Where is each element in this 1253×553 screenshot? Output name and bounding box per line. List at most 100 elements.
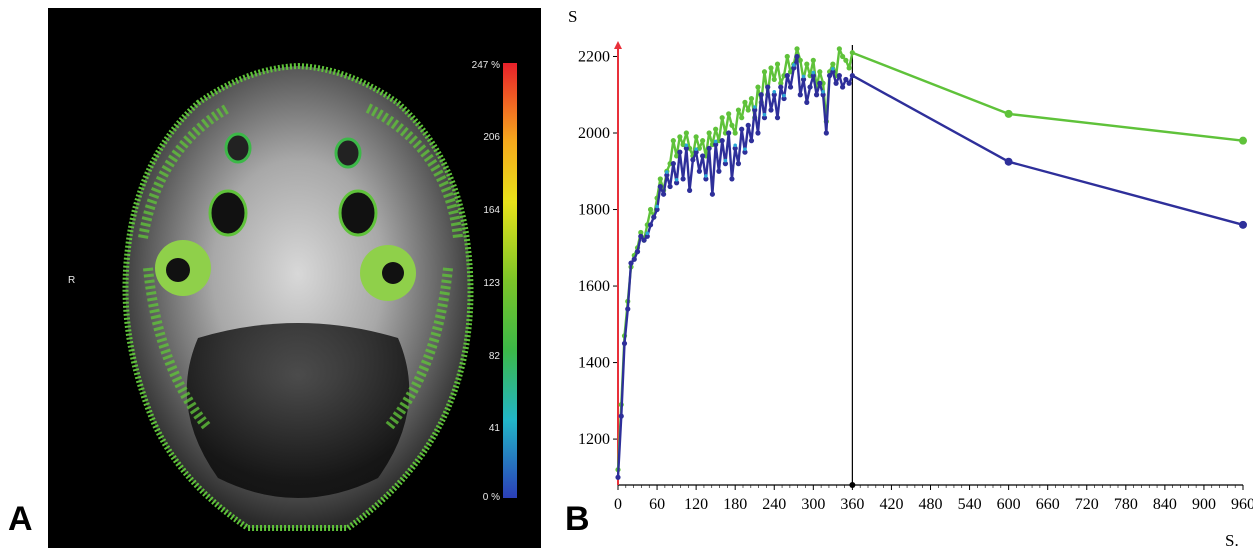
data-point-green <box>696 145 702 151</box>
x-axis-title: S. <box>1225 531 1239 550</box>
data-point-blue <box>817 80 823 86</box>
data-point-green <box>693 134 699 140</box>
series-line-green <box>616 47 1244 470</box>
data-point-green <box>768 65 774 71</box>
data-point-blue <box>687 187 693 193</box>
data-point-blue <box>625 306 631 312</box>
data-point-blue <box>680 176 686 182</box>
x-tick-label: 120 <box>684 496 708 513</box>
data-point-green <box>719 115 725 121</box>
data-point-blue <box>667 183 673 190</box>
data-point-blue <box>823 130 829 136</box>
colorbar-tick-label: 82 <box>489 351 501 362</box>
data-point-cyan <box>723 158 728 163</box>
x-tick-label: 180 <box>723 496 747 513</box>
data-point-cyan <box>801 74 806 79</box>
signal-intensity-chart: 1200 1400 1600 1800 2000 2200 0 60 120 180 240 300 3… <box>568 7 1253 550</box>
x-tick-label: 60 <box>649 496 665 513</box>
data-point-green <box>830 61 836 67</box>
data-point-blue <box>1004 157 1013 166</box>
lower-neck-region <box>186 323 410 498</box>
data-point-green <box>657 176 663 182</box>
data-point-green <box>638 229 644 236</box>
x-tick-label: 540 <box>958 496 982 513</box>
data-point-green <box>761 69 768 75</box>
panel-label-b: B <box>565 500 590 538</box>
data-point-blue <box>742 149 748 155</box>
y-tick-label: 2200 <box>578 48 610 65</box>
x-tick-label: 660 <box>1036 496 1060 513</box>
x-tick-label: 720 <box>1075 496 1099 513</box>
data-point-blue <box>833 80 839 86</box>
y-tick-label: 1800 <box>578 202 610 219</box>
data-point-blue <box>768 107 774 113</box>
data-point-green <box>784 53 790 60</box>
nasal-cavity-left <box>224 132 252 164</box>
colorbar-ticks: 247 % 206 164 123 82 41 0 % <box>472 60 501 503</box>
data-point-blue <box>673 180 680 186</box>
gland-left-core <box>166 258 190 282</box>
data-point-cyan <box>674 177 679 182</box>
injection-start-arrow <box>614 41 622 49</box>
data-point-green <box>771 76 777 83</box>
data-point-blue <box>703 176 709 182</box>
data-point-cyan <box>762 112 767 117</box>
panel-label-a: A <box>8 500 33 538</box>
data-point-blue <box>726 130 732 136</box>
sinus-cavity-left <box>208 189 248 237</box>
data-point-blue <box>651 214 657 220</box>
data-point-blue <box>709 191 716 197</box>
data-point-cyan <box>831 66 835 71</box>
data-point-green <box>797 57 803 63</box>
data-point-blue <box>735 161 742 167</box>
data-point-green <box>713 126 719 132</box>
data-point-blue <box>729 176 735 182</box>
data-point-green <box>840 53 846 60</box>
data-point-cyan <box>733 143 737 148</box>
data-point-blue <box>820 92 826 98</box>
data-point-blue <box>677 149 683 155</box>
x-tick-label: 900 <box>1192 496 1216 513</box>
colorbar <box>503 63 517 498</box>
data-point-green <box>683 130 689 136</box>
data-point-blue <box>739 126 745 132</box>
data-point-blue <box>647 222 654 228</box>
data-point-cyan <box>665 170 669 174</box>
data-point-blue <box>670 161 676 167</box>
data-point-green <box>849 50 855 56</box>
data-point-green <box>670 138 676 144</box>
data-point-blue <box>660 191 667 197</box>
mri-scan-image: R 247 % 206 164 123 82 41 0 % <box>48 8 541 548</box>
data-point-green <box>706 130 712 136</box>
data-point-cyan <box>821 89 825 94</box>
data-point-green <box>680 141 686 148</box>
data-point-cyan <box>713 139 718 144</box>
sinus-cavity-right <box>338 189 378 237</box>
data-point-blue <box>778 84 784 90</box>
x-tick-label: 420 <box>879 496 903 513</box>
data-point-blue <box>638 233 644 239</box>
data-point-green <box>1239 136 1247 145</box>
data-point-blue <box>664 172 670 178</box>
data-point-blue <box>807 84 813 90</box>
y-tick-label: 2000 <box>578 125 610 142</box>
series-line-blue <box>616 55 1244 478</box>
data-point-blue <box>683 145 689 151</box>
data-point-blue <box>641 237 647 243</box>
data-point-cyan <box>645 231 650 236</box>
data-point-blue <box>719 138 725 144</box>
data-point-blue <box>618 413 624 419</box>
data-point-green <box>677 134 683 140</box>
data-point-blue <box>836 73 842 79</box>
y-tick-label: 1200 <box>578 431 610 448</box>
data-point-blue <box>706 145 712 151</box>
data-point-blue <box>716 168 722 174</box>
data-point-blue <box>761 115 768 121</box>
data-point-blue <box>804 99 810 105</box>
data-point-green <box>778 80 784 86</box>
data-point-green <box>729 122 735 128</box>
colorbar-tick-label: 41 <box>489 423 501 434</box>
data-point-blue <box>830 69 836 75</box>
data-point-blue <box>794 53 800 60</box>
data-point-blue <box>748 138 755 144</box>
